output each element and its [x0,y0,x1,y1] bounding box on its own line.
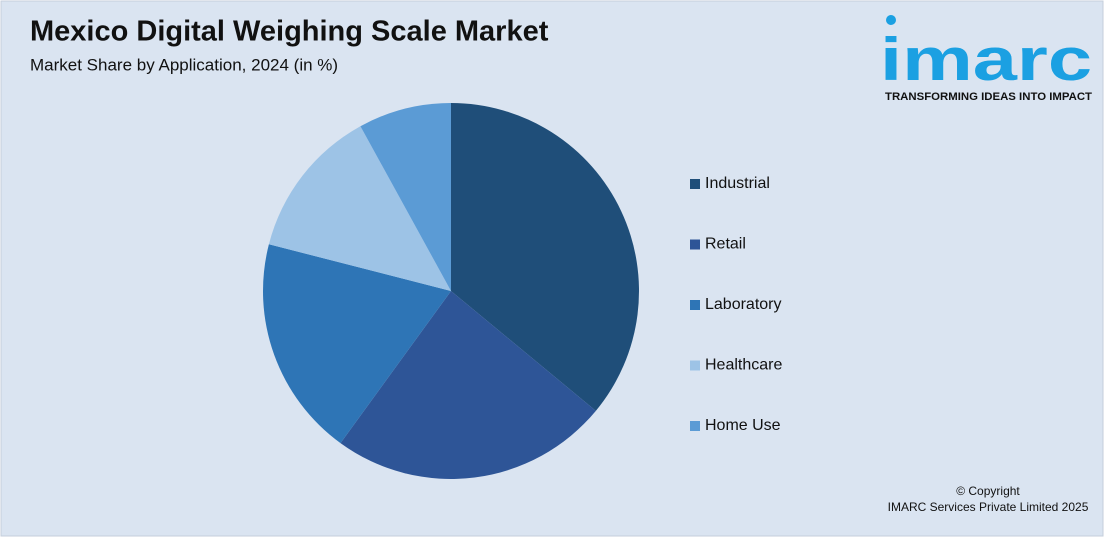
logo-dot [886,15,896,25]
chart-subtitle: Market Share by Application, 2024 (in %) [30,55,338,74]
legend-swatch [690,300,700,310]
chart-title: Mexico Digital Weighing Scale Market [30,16,549,48]
pie-slice [451,103,639,411]
pie-slice [263,244,451,444]
legend-label: Retail [705,236,746,253]
legend-swatch [690,360,700,371]
legend-swatch [690,421,700,431]
copyright: © Copyright [956,484,1020,498]
logo: imarc [880,26,1092,93]
copyright: IMARC Services Private Limited 2025 [888,500,1089,514]
logo-tagline: TRANSFORMING IDEAS INTO IMPACT [885,91,1092,103]
legend-swatch [690,179,700,189]
legend-label: Home Use [705,417,781,434]
legend-label: Healthcare [705,357,782,374]
legend-swatch [690,239,700,250]
pie-slice [340,291,596,479]
pie-slice [268,126,451,292]
pie-slice [360,103,451,291]
legend-label: Laboratory [705,296,782,313]
legend-label: Industrial [705,175,770,192]
